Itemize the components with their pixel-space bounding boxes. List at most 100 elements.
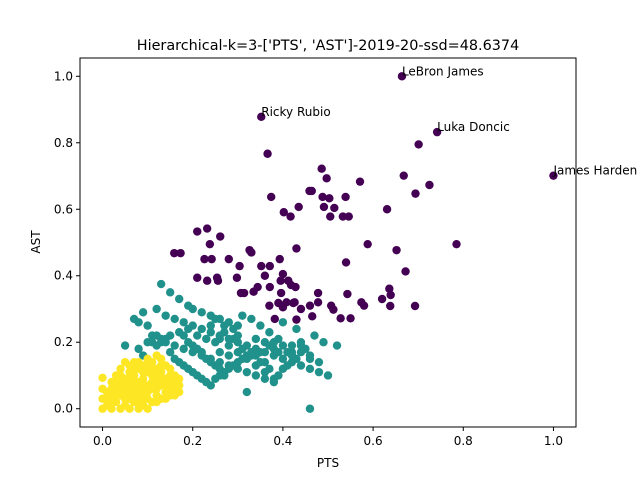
data-point <box>107 404 116 413</box>
data-point <box>143 387 152 397</box>
data-point <box>386 290 395 300</box>
data-point <box>102 394 112 403</box>
data-point <box>265 282 275 292</box>
data-point <box>278 303 288 312</box>
data-point <box>134 344 143 354</box>
data-point <box>116 364 125 374</box>
y-tick-label: 0.4 <box>54 269 73 283</box>
data-point <box>332 341 342 350</box>
data-point <box>326 212 335 221</box>
data-point <box>111 377 121 387</box>
data-point <box>152 304 161 314</box>
data-point <box>202 224 212 233</box>
data-point <box>305 364 315 374</box>
y-tick-label: 0.6 <box>54 202 73 216</box>
data-point <box>197 308 206 317</box>
data-point <box>386 301 395 311</box>
data-point <box>147 377 157 387</box>
data-point <box>165 384 175 393</box>
annotation-label: Luka Doncic <box>437 120 510 134</box>
data-point <box>432 127 442 137</box>
data-point <box>275 254 284 264</box>
data-point <box>251 371 261 380</box>
data-point <box>247 351 256 360</box>
data-point <box>224 254 233 264</box>
data-point <box>325 194 334 203</box>
data-point <box>229 324 238 334</box>
data-point <box>224 341 233 350</box>
y-tick-label: 0.8 <box>54 136 73 150</box>
data-point <box>175 294 184 304</box>
data-point <box>220 371 229 380</box>
data-point <box>165 371 175 380</box>
data-point <box>296 348 306 357</box>
data-point <box>138 374 148 383</box>
data-point <box>257 112 266 122</box>
data-point <box>359 301 369 310</box>
data-point <box>265 328 274 337</box>
data-point <box>294 202 303 212</box>
data-point <box>200 254 209 264</box>
annotation-label: Ricky Rubio <box>261 105 330 119</box>
data-point <box>279 208 289 217</box>
data-point <box>238 311 247 320</box>
annotation-label: LeBron James <box>402 64 484 78</box>
data-point <box>336 314 345 323</box>
data-point <box>193 273 202 282</box>
points-layer <box>98 72 558 413</box>
data-point <box>549 171 558 180</box>
data-point <box>156 354 166 364</box>
data-point <box>452 239 461 249</box>
data-point <box>319 202 329 212</box>
data-point <box>152 397 161 407</box>
data-point <box>220 328 229 337</box>
data-point <box>224 351 233 360</box>
data-point <box>305 404 315 413</box>
data-point <box>291 282 300 292</box>
data-point <box>247 248 256 257</box>
data-point <box>256 321 265 330</box>
data-point <box>411 189 420 198</box>
data-point <box>111 391 121 400</box>
data-point <box>363 239 372 249</box>
chart-title: Hierarchical-k=3-['PTS', 'AST']-2019-20-… <box>137 38 519 54</box>
data-point <box>289 298 298 308</box>
data-point <box>278 354 288 364</box>
x-tick-label: 0.2 <box>183 434 202 448</box>
x-axis: 0.0 0.2 0.4 0.6 0.8 1.0 <box>93 427 563 448</box>
x-tick-label: 0.0 <box>93 434 112 448</box>
data-point <box>397 72 407 81</box>
data-point <box>305 186 314 196</box>
data-point <box>344 212 353 221</box>
data-point <box>260 271 270 280</box>
data-point <box>414 140 423 149</box>
data-point <box>197 324 206 334</box>
data-point <box>138 381 148 390</box>
x-tick-label: 1.0 <box>544 434 563 448</box>
data-point <box>125 361 134 370</box>
data-point <box>338 212 348 221</box>
data-point <box>385 284 394 293</box>
data-point <box>399 171 408 180</box>
data-point <box>278 318 288 327</box>
x-tick-label: 0.8 <box>454 434 473 448</box>
data-point <box>107 384 116 393</box>
data-point <box>270 314 279 324</box>
data-point <box>165 364 175 374</box>
data-point <box>341 192 350 202</box>
data-point <box>175 381 184 390</box>
data-point <box>276 288 286 298</box>
y-tick-label: 1.0 <box>54 69 73 83</box>
data-point <box>425 180 434 190</box>
data-point <box>184 324 193 334</box>
data-point <box>305 354 315 364</box>
data-point <box>343 289 352 299</box>
data-point <box>286 212 295 221</box>
data-point <box>249 287 258 296</box>
data-point <box>256 348 265 357</box>
y-tick-label: 0.0 <box>54 402 73 416</box>
data-point <box>329 305 338 314</box>
data-point <box>120 381 130 390</box>
data-point <box>341 258 351 267</box>
